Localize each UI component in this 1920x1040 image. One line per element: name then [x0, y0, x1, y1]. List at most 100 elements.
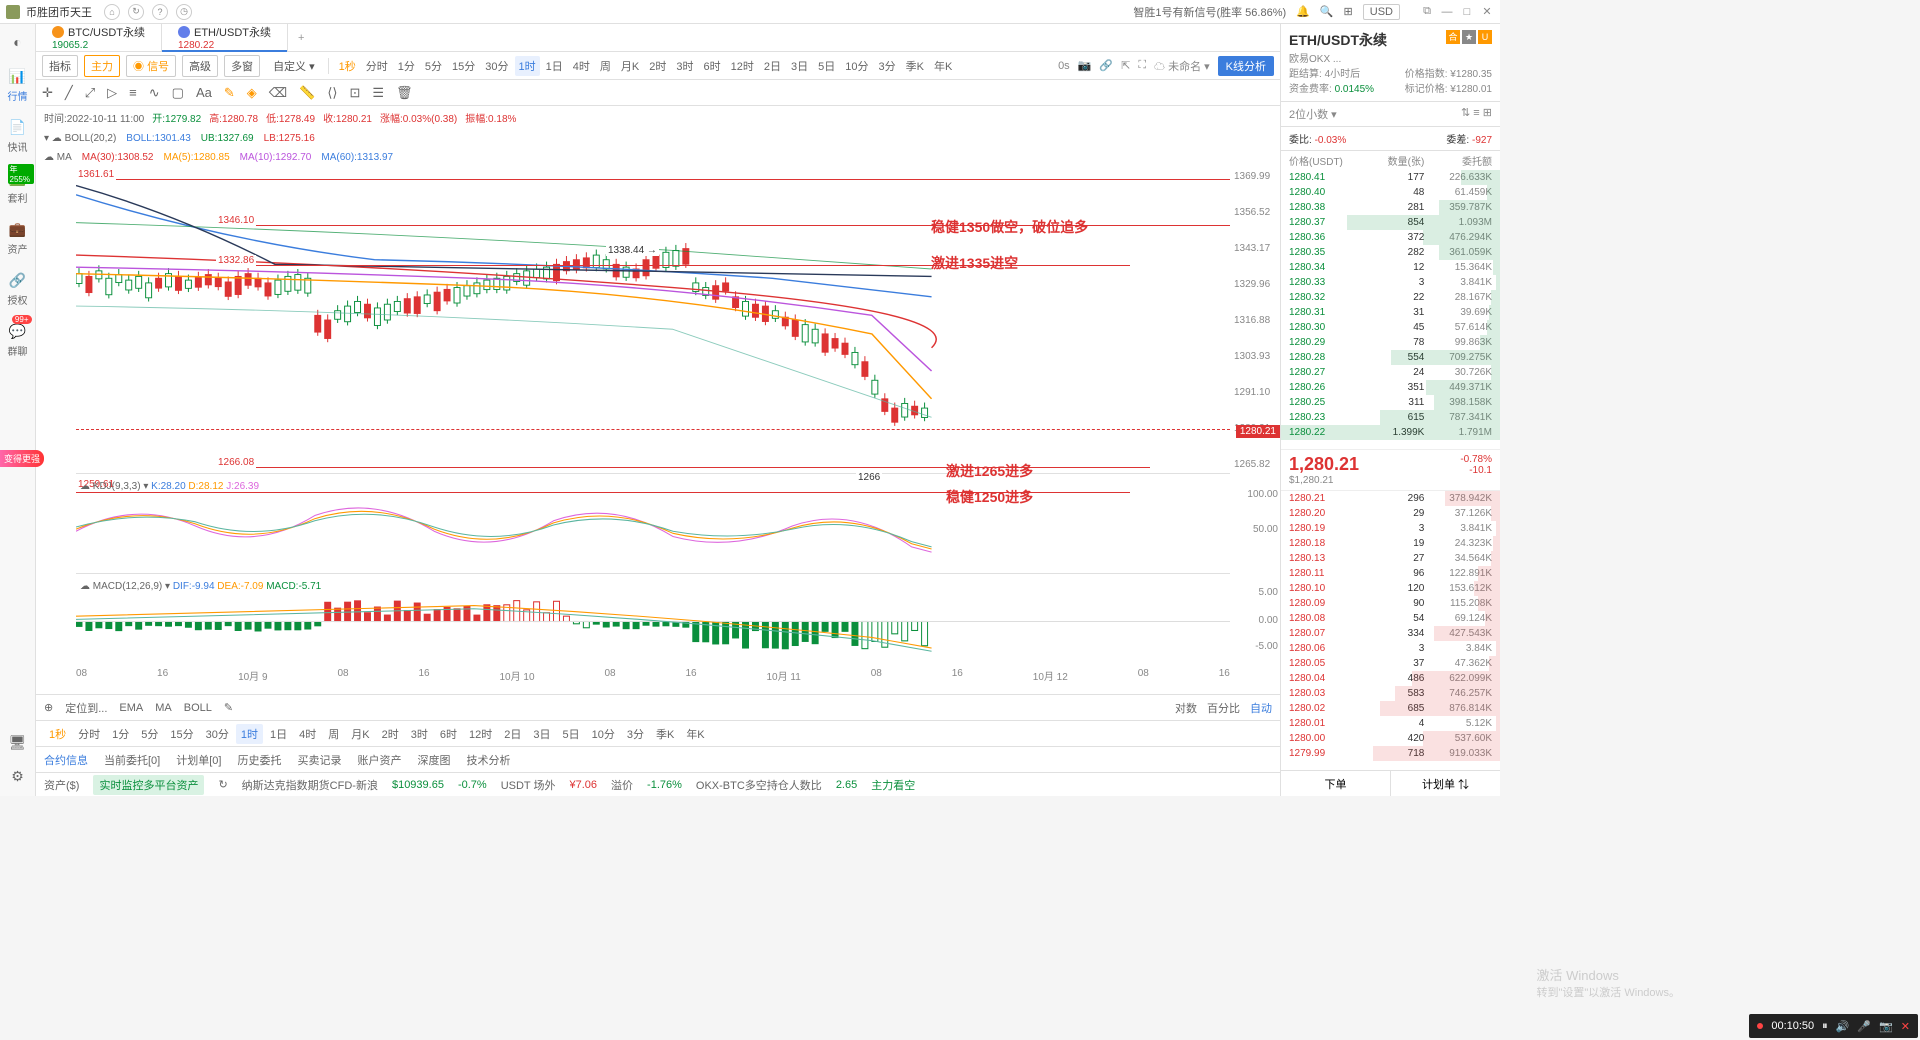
timeframe-1秒[interactable]: 1秒	[44, 724, 71, 744]
signal-notice[interactable]: 智胜1号有新信号(胜率 56.86%)	[1133, 4, 1286, 20]
add-tab-button[interactable]: +	[288, 32, 314, 44]
timeframe-15分[interactable]: 15分	[448, 56, 479, 76]
timeframe-1分[interactable]: 1分	[107, 724, 134, 744]
main-chart[interactable]: 1361.61 1346.10 1332.86 1266.08 1259.61 …	[76, 167, 1230, 474]
info-tab-6[interactable]: 深度图	[417, 752, 450, 768]
timeframe-3时[interactable]: 3时	[406, 724, 433, 744]
ob-row[interactable]: 1280.21296378.942K	[1281, 491, 1500, 506]
ruler-tool[interactable]: 📏	[299, 85, 315, 101]
ob-row[interactable]: 1280.272430.726K	[1281, 365, 1500, 380]
sidebar-item-news[interactable]: 📄快讯	[8, 117, 28, 154]
ema-toggle[interactable]: EMA	[119, 702, 143, 714]
currency-selector[interactable]: USD	[1363, 4, 1400, 20]
timeframe-1日[interactable]: 1日	[265, 724, 292, 744]
ob-row[interactable]: 1280.341215.364K	[1281, 260, 1500, 275]
log-scale[interactable]: 对数	[1175, 700, 1197, 716]
ob-row[interactable]: 1280.378541.093M	[1281, 215, 1500, 230]
timeframe-3日[interactable]: 3日	[787, 56, 812, 76]
maximize-icon[interactable]: □	[1460, 5, 1474, 19]
tab-eth[interactable]: ETH/USDT永续 1280.22	[162, 24, 288, 51]
ob-row[interactable]: 1280.132734.564K	[1281, 551, 1500, 566]
link-icon[interactable]: 🔗	[1099, 59, 1113, 72]
info-tab-5[interactable]: 账户资产	[357, 752, 401, 768]
ob-row[interactable]: 1280.28554709.275K	[1281, 350, 1500, 365]
minimize-icon[interactable]: —	[1440, 5, 1454, 19]
bell-icon[interactable]: 🔔	[1296, 5, 1310, 18]
edit-icon[interactable]: ✎	[224, 701, 233, 714]
close-icon[interactable]: ✕	[1480, 5, 1494, 19]
signal-button[interactable]: ◉ 信号	[126, 55, 176, 77]
timeframe-12时[interactable]: 12时	[727, 56, 758, 76]
orderbook-bids[interactable]: 1280.21296378.942K1280.202937.126K1280.1…	[1281, 491, 1500, 770]
kdj-chart[interactable]: ☁ KDJ(9,3,3) ▾ K:28.20 D:28.12 J:26.39 1…	[76, 479, 1230, 574]
sidebar-avatar[interactable]: ◐	[8, 32, 28, 52]
sidebar-item-auth[interactable]: 🔗授权	[8, 270, 28, 307]
ob-row[interactable]: 1280.07334427.543K	[1281, 626, 1500, 641]
rec-audio-icon[interactable]: 🔊	[1836, 1020, 1850, 1033]
timeframe-年K[interactable]: 年K	[681, 724, 709, 744]
delete-tool[interactable]: 🗑	[396, 85, 413, 101]
timeframe-分时[interactable]: 分时	[73, 724, 105, 744]
measure-tool[interactable]: ⟨⟩	[327, 85, 337, 101]
info-tab-7[interactable]: 技术分析	[466, 752, 510, 768]
timeframe-30分[interactable]: 30分	[201, 724, 234, 744]
asset-label[interactable]: 资产($)	[44, 777, 79, 793]
export-icon[interactable]: ⇱	[1121, 59, 1130, 72]
ob-row[interactable]: 1280.313139.69K	[1281, 305, 1500, 320]
search-icon[interactable]: 🔍	[1320, 5, 1334, 18]
timeframe-6时[interactable]: 6时	[699, 56, 724, 76]
shape-tool[interactable]: ▷	[107, 85, 117, 101]
timeframe-3分[interactable]: 3分	[874, 56, 899, 76]
sidebar-item-market[interactable]: 📊行情	[8, 66, 28, 103]
timeframe-1时[interactable]: 1时	[236, 724, 263, 744]
rec-camera-icon[interactable]: 📷	[1879, 1020, 1893, 1033]
timeframe-5日[interactable]: 5日	[814, 56, 839, 76]
timeframe-季K[interactable]: 季K	[902, 56, 928, 76]
timeframe-3分[interactable]: 3分	[622, 724, 649, 744]
plan-order-button[interactable]: 计划单 ⇅	[1391, 771, 1500, 796]
wave-tool[interactable]: ∿	[149, 85, 160, 101]
clock-icon[interactable]: ◷	[176, 4, 192, 20]
tab-btc[interactable]: BTC/USDT永续 19065.2	[36, 24, 162, 51]
timeframe-10分[interactable]: 10分	[841, 56, 872, 76]
ob-row[interactable]: 1280.221.399K1.791M	[1281, 425, 1500, 440]
ob-row[interactable]: 1280.0990115.208K	[1281, 596, 1500, 611]
timeframe-月K[interactable]: 月K	[346, 724, 374, 744]
sidebar-item-chat[interactable]: 99+💬群聊	[8, 321, 28, 358]
kline-analysis-button[interactable]: K线分析	[1218, 56, 1274, 76]
ob-row[interactable]: 1280.304557.614K	[1281, 320, 1500, 335]
timeframe-周[interactable]: 周	[323, 724, 344, 744]
sidebar-settings-icon[interactable]: ⚙	[8, 766, 28, 786]
rec-pause-icon[interactable]: ⏸	[1822, 1020, 1828, 1033]
timeframe-2日[interactable]: 2日	[760, 56, 785, 76]
timeframe-1分[interactable]: 1分	[394, 56, 419, 76]
ob-row[interactable]: 1280.404861.459K	[1281, 185, 1500, 200]
ob-row[interactable]: 1280.1933.841K	[1281, 521, 1500, 536]
sidebar-monitor-icon[interactable]: 🖥	[8, 732, 28, 752]
ob-row[interactable]: 1280.41177226.633K	[1281, 170, 1500, 185]
rect-tool[interactable]: ▢	[172, 85, 184, 101]
trend-tool[interactable]: ⤢	[85, 85, 95, 101]
timeframe-3日[interactable]: 3日	[528, 724, 555, 744]
timeframe-2时[interactable]: 2时	[645, 56, 670, 76]
ob-row[interactable]: 1280.202937.126K	[1281, 506, 1500, 521]
info-tab-2[interactable]: 计划单[0]	[176, 752, 221, 768]
chart-area[interactable]: 1361.61 1346.10 1332.86 1266.08 1259.61 …	[36, 167, 1280, 694]
ob-row[interactable]: 1280.0145.12K	[1281, 716, 1500, 731]
rec-stop-icon[interactable]: ✕	[1901, 1020, 1910, 1033]
snap-tool[interactable]: ⊡	[349, 85, 360, 101]
layers-tool[interactable]: ☰	[372, 85, 384, 101]
locate-icon[interactable]: ⊕	[44, 701, 53, 714]
popout-icon[interactable]: ⧉	[1420, 5, 1434, 19]
eraser-tool[interactable]: ⌫	[269, 85, 287, 101]
timeframe-分时[interactable]: 分时	[362, 56, 392, 76]
ob-row[interactable]: 1280.25311398.158K	[1281, 395, 1500, 410]
cloud-icon[interactable]: ☁ 未命名 ▾	[1154, 58, 1210, 74]
info-tab-4[interactable]: 买卖记录	[297, 752, 341, 768]
timeframe-4时[interactable]: 4时	[294, 724, 321, 744]
refresh-status-icon[interactable]: ↻	[218, 778, 227, 791]
ob-row[interactable]: 1280.23615787.341K	[1281, 410, 1500, 425]
highlight-tool[interactable]: ◈	[247, 85, 257, 101]
line-tool[interactable]: ╱	[65, 85, 73, 101]
timeframe-3时[interactable]: 3时	[672, 56, 697, 76]
